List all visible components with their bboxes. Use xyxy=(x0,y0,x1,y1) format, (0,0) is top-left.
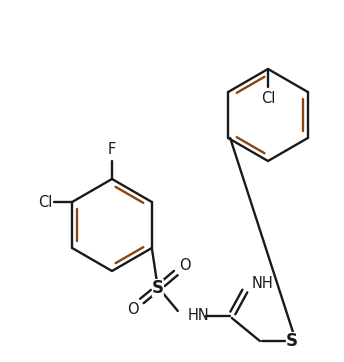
Text: NH: NH xyxy=(252,277,273,291)
Text: S: S xyxy=(152,279,164,297)
Text: O: O xyxy=(127,302,139,316)
Text: F: F xyxy=(108,142,116,157)
Text: O: O xyxy=(179,257,191,273)
Text: S: S xyxy=(286,332,298,350)
Text: HN: HN xyxy=(188,308,209,324)
Text: Cl: Cl xyxy=(38,194,52,210)
Text: Cl: Cl xyxy=(261,91,275,106)
